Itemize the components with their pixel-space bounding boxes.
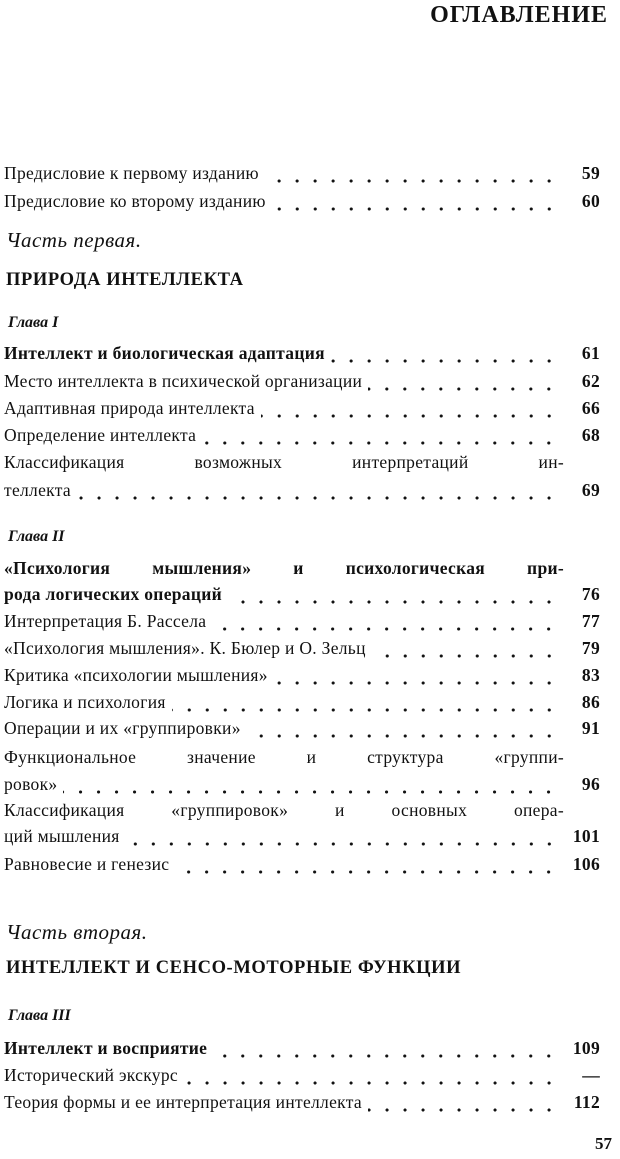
toc-page-number: 69	[581, 480, 600, 500]
toc-entry-line: Операции и их «группировки» 91	[4, 716, 600, 740]
dot-leader	[228, 582, 558, 606]
toc-entry-text: ровок»	[4, 774, 58, 794]
toc-page-number: 77	[581, 611, 600, 631]
toc-page-number: 62	[581, 371, 600, 391]
dot-leader	[368, 369, 558, 393]
toc-entry-line: рода логических операций 76	[4, 582, 600, 606]
toc-entry-line: Логика и психология 86	[4, 690, 600, 714]
toc-entry-line: Интеллект и биологическая адаптация 61	[4, 341, 600, 365]
dot-leader	[264, 161, 558, 185]
dot-leader	[260, 396, 558, 420]
toc-entry-line: Равновесие и генезис 106	[4, 852, 600, 876]
toc-entry-text: Классификация «группировок» и основных о…	[4, 800, 564, 820]
toc-entry-line: ций мышления 101	[4, 824, 600, 848]
toc-entry-text: рода логических операций	[4, 584, 222, 604]
dot-leader	[175, 852, 558, 876]
toc-entry-line: Классификация возможных интерпретаций ин…	[4, 450, 600, 474]
dot-leader	[371, 636, 558, 660]
dot-leader	[271, 189, 558, 213]
toc-entry-text: Равновесие и генезис	[4, 854, 170, 874]
toc-page-number: 61	[581, 343, 600, 363]
page-title: ОГЛАВЛЕНИЕ	[430, 2, 608, 28]
toc-page-number: 109	[572, 1038, 600, 1058]
toc-entry-line: Определение интеллекта 68	[4, 423, 600, 447]
toc-page-number: 106	[572, 854, 600, 874]
chapter-label: Глава II	[8, 528, 65, 545]
toc-entry-line: Интерпретация Б. Рассела 77	[4, 609, 600, 633]
toc-page-number: 79	[581, 638, 600, 658]
toc-entry-line: Интеллект и восприятие 109	[4, 1036, 600, 1060]
toc-entry-text: Теория формы и ее интерпретация интеллек…	[4, 1092, 362, 1112]
toc-entry-line: «Психология мышления». К. Бюлер и О. Зел…	[4, 636, 600, 660]
toc-page-number: 101	[572, 826, 600, 846]
dot-leader	[63, 772, 558, 796]
chapter-label: Глава III	[8, 1007, 71, 1024]
dot-leader	[202, 423, 558, 447]
toc-entry-text: Классификация возможных интерпретаций ин…	[4, 452, 564, 472]
toc-entry-line: «Психология мышления» и психологическая …	[4, 556, 600, 580]
dot-leader	[213, 1036, 558, 1060]
dot-leader	[125, 824, 558, 848]
toc-entry-line: Теория формы и ее интерпретация интеллек…	[4, 1090, 600, 1114]
toc-entry-text: Интерпретация Б. Рассела	[4, 611, 207, 631]
toc-page-number: 86	[581, 692, 600, 712]
dot-leader	[246, 716, 558, 740]
toc-page-number: 66	[581, 398, 600, 418]
part-title: ПРИРОДА ИНТЕЛЛЕКТА	[6, 270, 244, 290]
dot-leader	[183, 1063, 558, 1087]
toc-entry-text: ций мышления	[4, 826, 120, 846]
toc-entry-text: Функциональное значение и структура «гру…	[4, 747, 564, 767]
toc-entry-line: Предисловие ко второму изданию 60	[4, 189, 600, 213]
toc-entry-line: Предисловие к первому изданию 59	[4, 161, 600, 185]
chapter-label: Глава I	[8, 314, 59, 331]
toc-entry-text: Критика «психологии мышления»	[4, 665, 268, 685]
toc-page-number: —	[582, 1065, 600, 1085]
toc-entry-line: Исторический экскурс —	[4, 1063, 600, 1087]
toc-entry-text: Интеллект и биологическая адаптация	[4, 343, 325, 363]
toc-page-number: 59	[581, 163, 600, 183]
toc-entry-text: «Психология мышления». К. Бюлер и О. Зел…	[4, 638, 366, 658]
toc-entry-line: Критика «психологии мышления» 83	[4, 663, 600, 687]
dot-leader	[212, 609, 558, 633]
toc-entry-text: Интеллект и восприятие	[4, 1038, 208, 1058]
toc-entry-line: теллекта 69	[4, 478, 600, 502]
toc-entry-line: ровок» 96	[4, 772, 600, 796]
toc-entry-text: Классификация возможных интерпретаций ин…	[4, 450, 600, 474]
toc-page-number: 60	[581, 191, 600, 211]
toc-entry-text: теллекта	[4, 480, 71, 500]
toc-entry-text: Предисловие ко второму изданию	[4, 191, 266, 211]
toc-entry-text: «Психология мышления» и психологическая …	[4, 558, 564, 578]
dot-leader	[273, 663, 558, 687]
toc-entry-line: Место интеллекта в психической организац…	[4, 369, 600, 393]
toc-entry-text: Определение интеллекта	[4, 425, 197, 445]
toc-page-number: 96	[581, 774, 600, 794]
dot-leader	[367, 1090, 558, 1114]
dot-leader	[171, 690, 558, 714]
toc-entry-text: «Психология мышления» и психологическая …	[4, 556, 600, 580]
dot-leader	[76, 478, 558, 502]
toc-entry-text: Предисловие к первому изданию	[4, 163, 259, 183]
toc-entry-text: Логика и психология	[4, 692, 166, 712]
toc-entry-text: Адаптивная природа интеллекта	[4, 398, 255, 418]
toc-page-number: 68	[581, 425, 600, 445]
part-title: ИНТЕЛЛЕКТ И СЕНСО-МОТОРНЫЕ ФУНКЦИИ	[6, 958, 462, 978]
toc-entry-line: Классификация «группировок» и основных о…	[4, 798, 600, 822]
toc-page-number: 83	[581, 665, 600, 685]
part-label: Часть вторая.	[6, 920, 148, 944]
part-label: Часть первая.	[6, 228, 142, 252]
toc-entry-line: Адаптивная природа интеллекта 66	[4, 396, 600, 420]
toc-page-number: 112	[573, 1092, 600, 1112]
toc-entry-line: Функциональное значение и структура «гру…	[4, 745, 600, 769]
dot-leader	[330, 341, 558, 365]
toc-entry-text: Операции и их «группировки»	[4, 718, 241, 738]
toc-entry-text: Классификация «группировок» и основных о…	[4, 798, 600, 822]
toc-page-number: 76	[581, 584, 600, 604]
toc-entry-text: Место интеллекта в психической организац…	[4, 371, 363, 391]
page-number: 57	[595, 1134, 612, 1153]
toc-entry-text: Исторический экскурс	[4, 1065, 178, 1085]
toc-entry-text: Функциональное значение и структура «гру…	[4, 745, 600, 769]
toc-page-number: 91	[581, 718, 600, 738]
